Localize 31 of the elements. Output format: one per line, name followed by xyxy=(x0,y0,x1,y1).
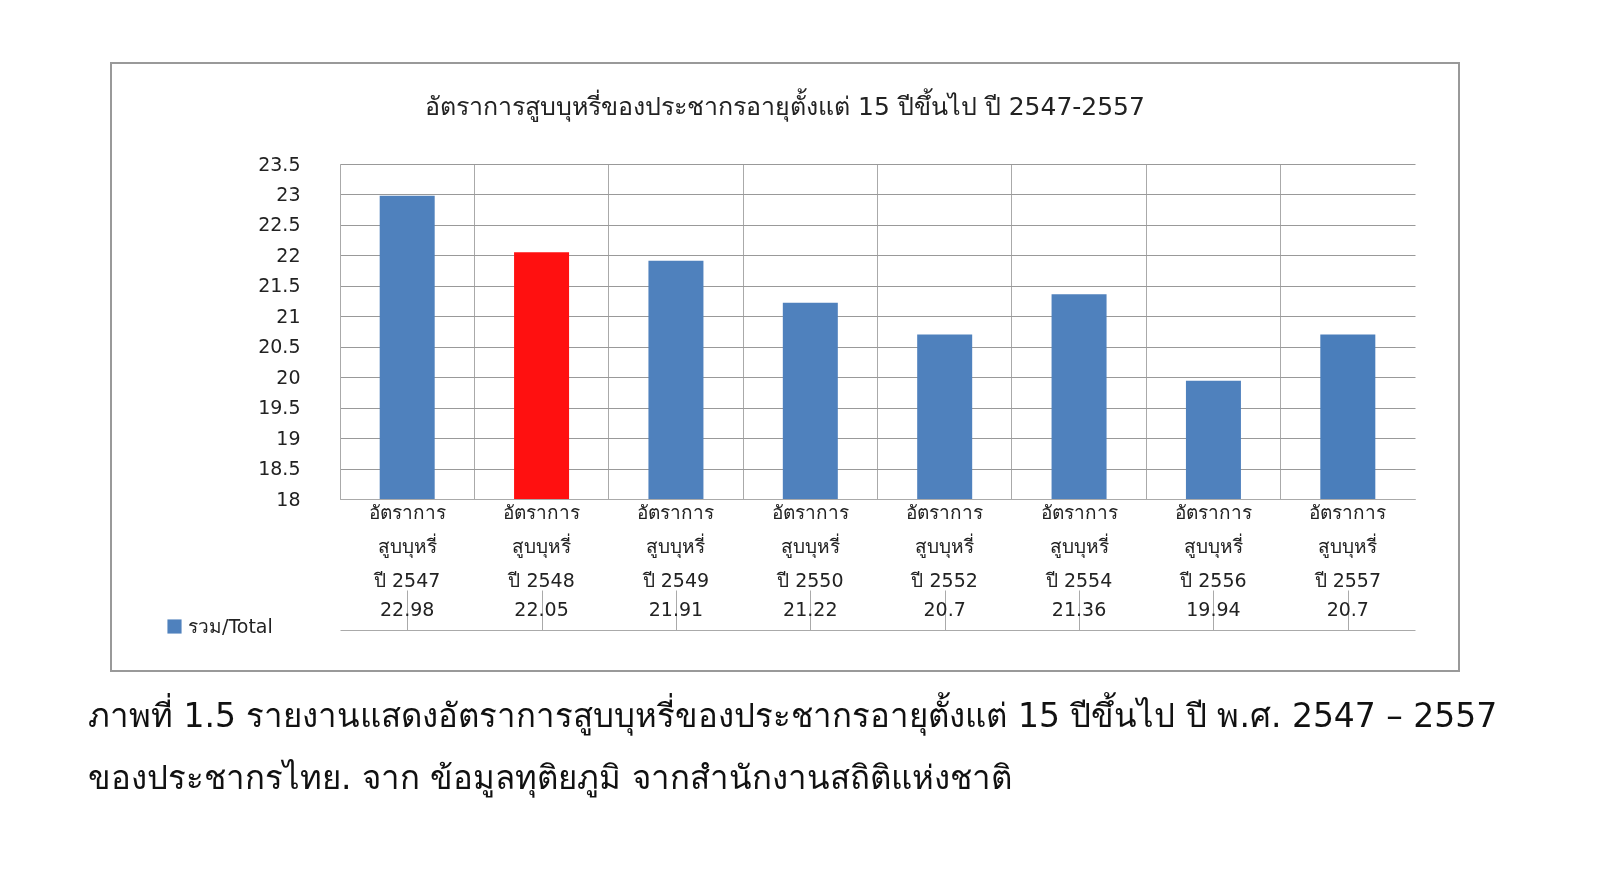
x-tick-label: อัตราการ สูบบุหรี่ ปี 2552 xyxy=(906,500,984,591)
y-tick-label: 21 xyxy=(276,304,301,327)
data-label: 19.94 xyxy=(1186,598,1241,620)
x-tick-label: อัตราการ สูบบุหรี่ ปี 2548 xyxy=(503,500,581,591)
data-label: 22.05 xyxy=(514,598,569,620)
chart-title: อัตราการสูบบุหรี่ของประชากรอายุตั้งแต่ 15 ปีขึ้นไป ปี 2547-2557 xyxy=(424,87,1146,124)
x-tick-label: อัตราการ สูบบุหรี่ ปี 2554 xyxy=(1040,500,1118,591)
text: ภาพที่ 1.5 รายงานแสดงอัตราการสูบบุหรี่ของประชากรอายุตั้งแต่ 15 ปีขึ้นไป ปี พ.ศ. 2547 – 2557 ของประชากรไทย. จาก ข้อมูลทุติยภูมิ จากสำนักงานสถิติแห่งชาติ xyxy=(88,691,1499,800)
x-tick-label: อัตราการ สูบบุหรี่ ปี 2556 xyxy=(1174,500,1252,591)
y-tick-label: 22 xyxy=(276,243,301,266)
y-tick-label: 23 xyxy=(276,182,301,205)
data-label: 20.7 xyxy=(923,598,966,620)
data-label: 21.22 xyxy=(783,598,838,620)
y-tick-label: 20 xyxy=(276,365,301,388)
y-tick-label: 19 xyxy=(276,426,301,449)
y-tick-label: 23.5 xyxy=(258,152,301,175)
x-tick-label: อัตราการ สูบบุหรี่ ปี 2550 xyxy=(771,500,849,591)
data-label: 20.7 xyxy=(1326,598,1369,620)
legend-label: รวม/Total xyxy=(188,614,273,637)
y-tick-label: 19.5 xyxy=(258,396,301,419)
x-tick-label: อัตราการ สูบบุหรี่ ปี 2557 xyxy=(1309,500,1387,591)
x-tick-label: อัตราการ สูบบุหรี่ ปี 2547 xyxy=(368,500,446,591)
y-tick-label: 18.5 xyxy=(258,457,301,480)
data-label: 21.91 xyxy=(648,598,704,620)
data-label: 21.36 xyxy=(1051,598,1107,620)
x-tick-label: อัตราการ สูบบุหรี่ ปี 2549 xyxy=(637,500,715,591)
y-tick-label: 20.5 xyxy=(258,335,301,358)
data-label: 22.98 xyxy=(379,598,435,620)
y-tick-label: 21.5 xyxy=(258,274,301,297)
y-tick-label: 18 xyxy=(276,487,301,510)
y-tick-label: 22.5 xyxy=(258,213,301,236)
